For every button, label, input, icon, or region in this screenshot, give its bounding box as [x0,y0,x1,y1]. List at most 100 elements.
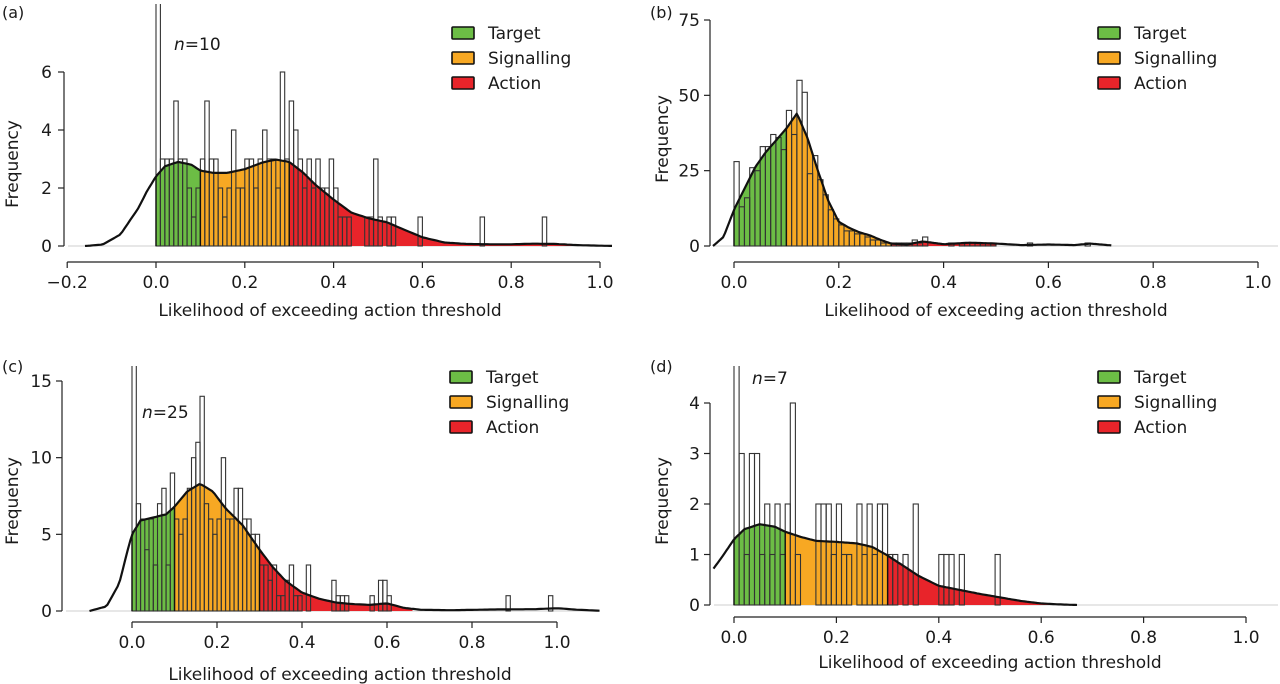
y-tick-label: 75 [678,11,700,31]
legend-swatch-signalling [451,51,475,65]
histogram-bar [994,553,1001,606]
x-tick-label: 1.0 [543,633,570,653]
legend-label-action: Action [1134,74,1187,94]
histogram-bar [948,553,955,606]
legend-label-signalling: Signalling [488,49,571,69]
histogram-bar [271,564,278,612]
histogram-bar [390,216,397,247]
legend-swatch-target [451,26,475,40]
density-curve [84,158,612,247]
x-tick-label: 0.2 [203,633,230,653]
legend-label-action: Action [1134,418,1187,438]
sample-size-annotation: n=10 [174,35,221,55]
legend-swatch-action [1097,76,1121,90]
sample-size-annotation: n=7 [752,369,788,389]
histogram-bar [958,553,965,606]
legend-swatch-action [451,76,475,90]
x-tick-label: 0.8 [498,273,525,293]
density-region-action [887,555,1077,605]
equals-sign: = [185,35,199,55]
sample-size-value: 10 [199,35,221,55]
density-curve [712,112,1112,247]
equals-sign: = [153,403,167,423]
legend-label-signalling: Signalling [1134,393,1217,413]
legend-swatch-signalling [1097,51,1121,65]
x-tick-label: 1.0 [586,273,613,293]
histogram-bar [288,564,295,612]
y-tick-label: 1 [689,546,700,566]
y-tick-label: 3 [689,445,700,465]
x-tick-label: 0.8 [1140,273,1167,293]
legend-swatch-signalling [1097,395,1121,409]
x-tick-label: 1.0 [1244,273,1271,293]
y-axis-title: Frequency [653,95,673,183]
histogram-bar [801,91,808,247]
histogram-bar [161,487,167,612]
y-tick-label: 5 [41,525,52,545]
y-tick-label: 0 [689,237,700,257]
x-tick-label: 0.0 [118,633,145,653]
histogram-bar [417,216,423,247]
legend-swatch-signalling [449,395,473,409]
x-tick-label: 0.6 [373,633,400,653]
panel-label: (b) [650,3,673,22]
y-tick-label: 2 [41,179,52,199]
legend: Target Signalling Action [1097,24,1217,94]
y-tick-label: 0 [41,602,52,622]
plot-area [712,366,1078,606]
x-tick-label: 0.6 [1035,273,1062,293]
histogram-bar [892,553,899,606]
y-tick-label: 25 [678,162,700,182]
y-axis-title: Frequency [3,457,23,545]
legend: Target Signalling Action [451,24,571,94]
legend-label-signalling: Signalling [1134,49,1217,69]
legend-swatch-action [449,420,473,434]
panel-label: (d) [650,357,673,376]
n-symbol: n [174,35,185,55]
legend-label-target: Target [1133,368,1187,388]
x-tick-label: 0.2 [823,628,850,648]
panel-label: (c) [2,357,23,376]
legend-label-action: Action [486,418,539,438]
y-tick-label: 50 [678,86,700,106]
chart-panel-a: 0 2 4 6 Frequency −0.2 0.0 0.2 0.4 0.6 0.8 1.0 Likel… [2,3,614,321]
sample-size-annotation: n=25 [142,403,189,423]
legend: Target Signalling Action [449,368,569,438]
x-tick-label: 0.0 [142,273,169,293]
histogram-bar [794,553,802,606]
histogram-bar [155,4,161,247]
x-tick-label: 0.2 [231,273,258,293]
x-axis-title: Likelihood of exceeding action threshold [158,301,501,321]
x-tick-label: 0.0 [720,273,747,293]
y-axis-title: Frequency [653,457,673,545]
x-tick-label: 0.8 [458,633,485,653]
x-tick-label: 0.4 [930,273,957,293]
histogram-bar [547,595,554,612]
histogram-bar [505,595,511,612]
y-tick-label: 4 [41,121,52,141]
x-tick-label: 0.4 [925,628,952,648]
histogram-bar [479,216,486,247]
x-tick-label: 1.0 [1232,628,1259,648]
panel-label: (a) [2,3,24,22]
histogram-bar [541,216,548,247]
plot-area [712,79,1112,247]
legend-swatch-target [449,370,473,384]
density-curve [89,483,600,612]
y-tick-label: 0 [41,237,52,257]
legend-label-target: Target [487,24,541,44]
y-tick-label: 10 [30,449,52,469]
histogram-bar [305,564,312,612]
histogram-bar [733,161,740,247]
y-tick-label: 6 [41,63,52,83]
chart-panel-c: 0 5 10 15 Frequency 0.0 0.2 0.4 0.6 0.8 1.0 Likelih… [2,357,600,684]
histogram-bar [297,595,303,612]
x-axis-title: Likelihood of exceeding action threshold [818,653,1161,673]
equals-sign: = [763,369,777,389]
legend-swatch-action [1097,420,1121,434]
histogram-bar [346,216,352,247]
legend-label-signalling: Signalling [486,393,569,413]
y-tick-label: 15 [30,372,52,392]
n-symbol: n [752,369,763,389]
